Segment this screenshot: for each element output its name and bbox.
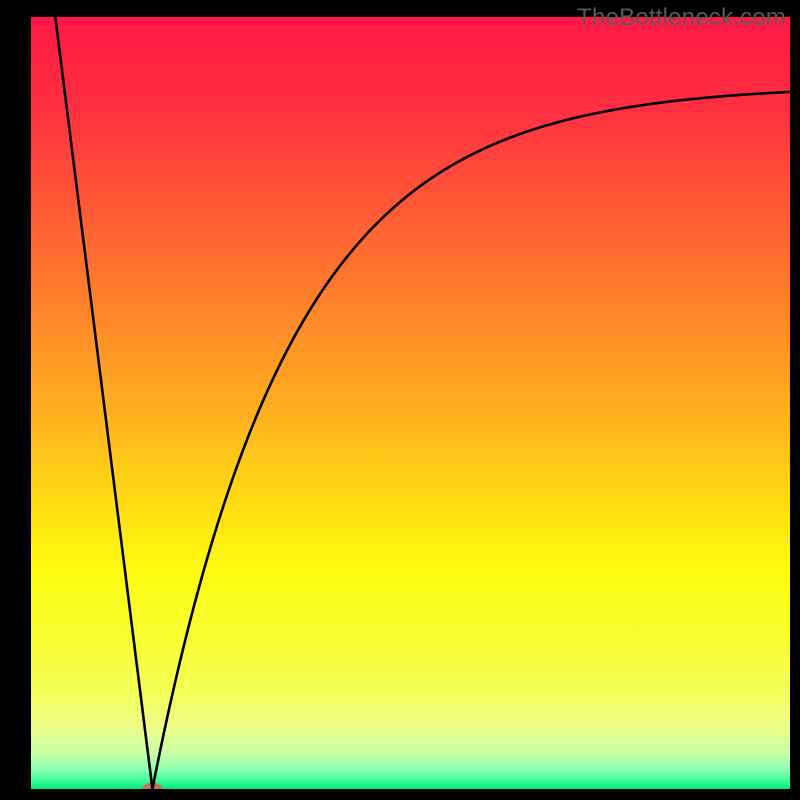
plot-area (31, 17, 790, 789)
watermark-text: TheBottleneck.com (577, 4, 786, 32)
bottleneck-curve (55, 17, 790, 789)
plot-svg (31, 17, 790, 789)
chart-container: TheBottleneck.com (0, 0, 800, 800)
